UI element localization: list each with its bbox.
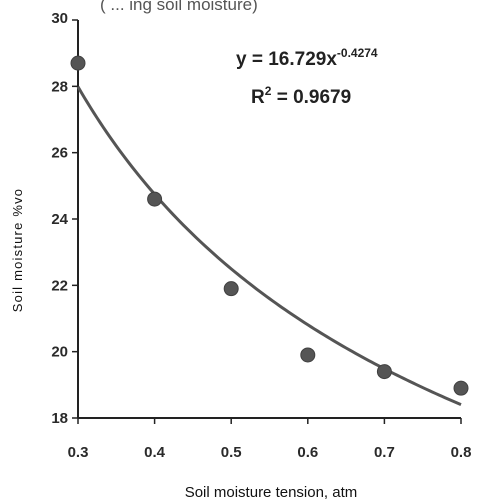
r-squared-suffix: = 0.9679 <box>271 87 351 108</box>
equation-main: y = 16.729x <box>236 49 337 70</box>
trendline-equation: y = 16.729x-0.4274 <box>236 46 378 70</box>
data-point <box>223 281 239 297</box>
x-tick-label: 0.8 <box>451 444 472 461</box>
x-tick-label: 0.4 <box>144 444 166 461</box>
r-squared-prefix: R <box>251 87 265 108</box>
x-tick-label: 0.5 <box>221 444 242 461</box>
chart-top-text: ( ... ing soil moisture) <box>100 0 258 14</box>
axes-group <box>72 19 462 424</box>
power-trendline <box>76 86 462 407</box>
data-point <box>147 191 163 207</box>
trendline-layer <box>76 86 462 407</box>
x-tick-label: 0.7 <box>374 444 395 461</box>
data-point <box>453 380 469 396</box>
y-tick-label: 24 <box>51 211 68 228</box>
y-tick-label: 28 <box>51 78 68 95</box>
data-point <box>300 347 316 363</box>
tick-labels-layer: 18 20 22 24 26 28 30 0.3 0.4 0.5 0.6 0.7 0.8 <box>51 10 471 461</box>
y-tick-label: 18 <box>51 410 68 427</box>
x-tick-label: 0.3 <box>68 444 89 461</box>
y-tick-label: 26 <box>51 145 68 162</box>
data-point <box>376 364 392 380</box>
y-tick-label: 22 <box>51 277 68 294</box>
r-squared-sup: 2 <box>265 84 272 98</box>
y-axis-title: Soil moisture %vo <box>10 188 25 312</box>
data-point <box>70 55 86 71</box>
data-points-layer <box>70 55 469 396</box>
y-tick-label: 30 <box>51 10 68 27</box>
x-tick-label: 0.6 <box>297 444 318 461</box>
y-tick-label: 20 <box>51 344 68 361</box>
x-axis-title: Soil moisture tension, atm <box>185 484 358 500</box>
r-squared-label: R2 = 0.9679 <box>251 84 351 108</box>
equation-exponent: -0.4274 <box>337 46 378 60</box>
